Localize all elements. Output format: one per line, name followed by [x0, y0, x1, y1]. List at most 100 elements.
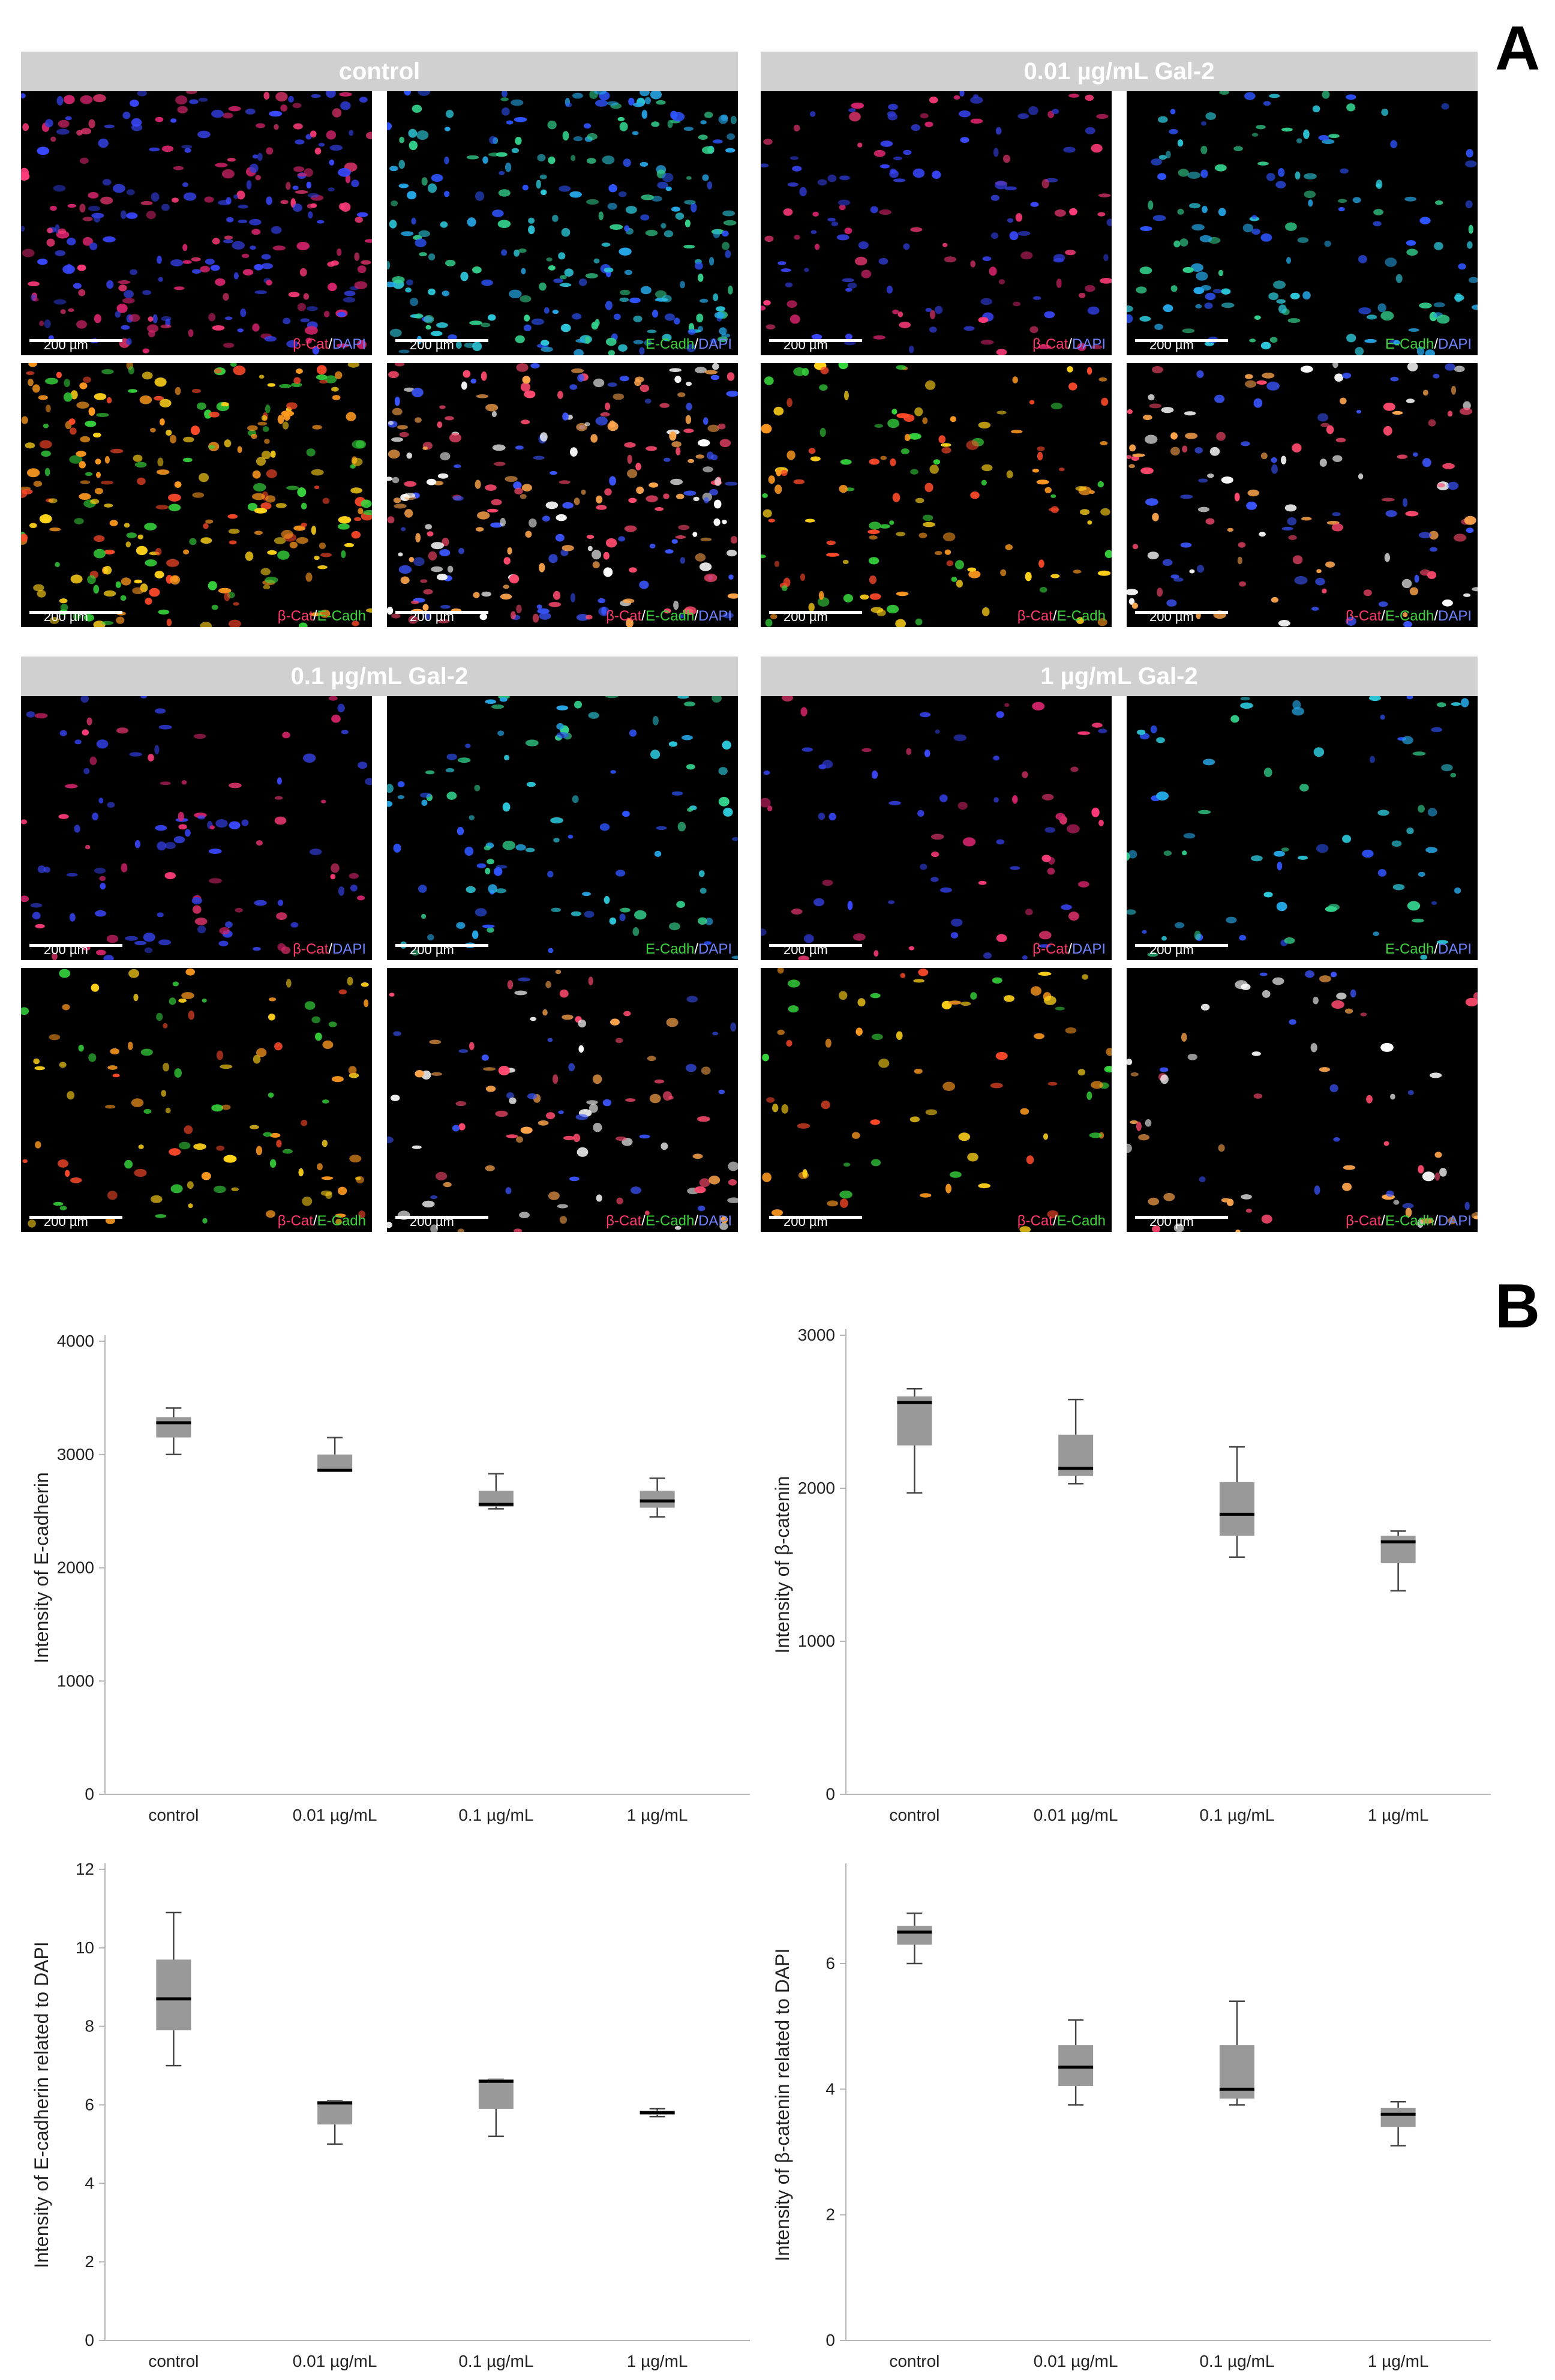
stain-legend: β-Cat/E-Cadh/DAPI	[606, 608, 732, 625]
x-tick-label: 1 µg/mL	[627, 1806, 688, 1824]
group-title: 0.01 µg/mL Gal-2	[761, 52, 1478, 91]
cell-image	[21, 696, 372, 960]
y-tick-label: 8	[85, 2017, 94, 2036]
y-tick-label: 4000	[57, 1332, 94, 1350]
y-tick-label: 2000	[57, 1558, 94, 1577]
box-iqr	[317, 1454, 353, 1471]
stain-separator: /	[1068, 336, 1072, 352]
chart-svg: 0 1000 2000 3000 Intensity of β-catenin contr…	[772, 1326, 1491, 1824]
box-iqr	[1380, 1536, 1416, 1563]
y-tick-label: 10	[76, 1938, 94, 1957]
y-tick-label: 1000	[57, 1671, 94, 1690]
micrograph-merge: 200 µm β-Cat/E-Cadh/DAPI	[1127, 968, 1478, 1232]
stain-separator: /	[1381, 608, 1385, 624]
stain-separator: /	[1068, 941, 1072, 957]
stain-legend: β-Cat/E-Cadh	[1017, 608, 1106, 625]
stain-marker: β-Cat	[1346, 1213, 1382, 1229]
y-tick-label: 6	[825, 1954, 835, 1973]
x-tick-label: 0.01 µg/mL	[1034, 1806, 1118, 1824]
stain-marker: DAPI	[1437, 336, 1472, 352]
stain-marker: E-Cadh	[1385, 336, 1434, 352]
stain-marker: E-Cadh	[645, 336, 695, 352]
y-axis-title: Intensity of β-catenin related to DAPI	[772, 1949, 793, 2262]
box-iqr	[156, 1417, 191, 1438]
scale-bar-label: 200 µm	[1149, 1214, 1194, 1229]
box-iqr	[640, 1491, 675, 1508]
x-tick-label: 0.1 µg/mL	[1199, 1806, 1274, 1824]
cell-image	[761, 91, 1112, 355]
cell-image	[21, 968, 369, 1228]
group-title: control	[21, 52, 738, 91]
y-tick-label: 2000	[798, 1479, 835, 1497]
y-tick-label: 0	[825, 1785, 835, 1803]
stain-marker: β-Cat	[1032, 941, 1068, 957]
y-axis-title: Intensity of β-catenin	[772, 1476, 793, 1654]
stain-separator: /	[694, 941, 698, 957]
stain-separator: /	[1434, 1213, 1438, 1229]
stain-marker: β-Cat	[1017, 608, 1053, 624]
y-tick-label: 0	[85, 1785, 94, 1803]
x-tick-label: control	[148, 1806, 199, 1824]
micrograph-bcat-ecadh: 200 µm β-Cat/E-Cadh	[761, 363, 1112, 627]
stain-separator: /	[328, 336, 332, 352]
scale-bar	[29, 611, 122, 614]
y-tick-label: 3000	[798, 1326, 835, 1344]
x-tick-label: 0.01 µg/mL	[293, 2352, 377, 2370]
cell-image	[761, 363, 1112, 627]
x-tick-label: control	[889, 2352, 939, 2370]
chart-svg: 0 1000 2000 3000 4000 Intensity of E-cadherin…	[31, 1332, 750, 1824]
stain-marker: E-Cadh	[645, 1213, 695, 1229]
y-tick-label: 1000	[798, 1632, 835, 1650]
scale-bar	[1135, 944, 1228, 947]
cell-image	[387, 363, 738, 627]
x-tick-label: 0.1 µg/mL	[1199, 2352, 1274, 2370]
panel-label-b: B	[1495, 1272, 1541, 1341]
stain-marker: β-Cat	[606, 608, 642, 624]
image-group-2: 0.1 µg/mL Gal-2 200 µm β-Cat/DAPI 200 µm E-C…	[21, 657, 738, 1232]
cell-image	[387, 91, 737, 355]
scale-bar-label: 200 µm	[783, 337, 828, 352]
box-chart-bcatenin: 0 1000 2000 3000 Intensity of β-catenin contr…	[765, 1320, 1503, 1824]
scale-bar	[29, 944, 122, 947]
stain-separator: /	[328, 941, 332, 957]
box-iqr	[1380, 2108, 1416, 2127]
micrograph-ecadh-dapi: 200 µm E-Cadh/DAPI	[387, 696, 738, 960]
x-tick-label: control	[889, 1806, 939, 1824]
box-iqr	[1219, 1482, 1254, 1536]
stain-marker: E-Cadh	[317, 1213, 366, 1229]
stain-marker: DAPI	[698, 608, 732, 624]
x-tick-label: 1 µg/mL	[1368, 2352, 1429, 2370]
micrograph-bcat-ecadh: 200 µm β-Cat/E-Cadh	[761, 968, 1112, 1232]
stain-marker: DAPI	[698, 336, 732, 352]
stain-marker: β-Cat	[1346, 608, 1382, 624]
stain-separator: /	[694, 608, 698, 624]
stain-separator: /	[1381, 1213, 1385, 1229]
scale-bar	[1135, 611, 1228, 614]
micrograph-merge: 200 µm β-Cat/E-Cadh/DAPI	[387, 968, 738, 1232]
cell-image	[21, 91, 372, 355]
box-iqr	[1058, 2045, 1094, 2087]
box-chart-ecadherin: 0 1000 2000 3000 4000 Intensity of E-cadherin…	[24, 1320, 762, 1824]
stain-marker: β-Cat	[1032, 336, 1068, 352]
micrograph-bcat-dapi: 200 µm β-Cat/DAPI	[21, 696, 372, 960]
box-iqr	[897, 1396, 932, 1446]
scale-bar	[769, 944, 862, 947]
stain-separator: /	[313, 608, 317, 624]
y-tick-label: 4	[85, 2174, 94, 2192]
stain-legend: E-Cadh/DAPI	[1385, 336, 1472, 353]
scale-bar-label: 200 µm	[1149, 337, 1194, 352]
stain-legend: β-Cat/E-Cadh	[278, 608, 366, 625]
stain-separator: /	[1434, 608, 1438, 624]
x-tick-label: 1 µg/mL	[1368, 1806, 1429, 1824]
stain-marker: E-Cadh	[1385, 941, 1434, 957]
stain-marker: β-Cat	[1017, 1213, 1053, 1229]
box-chart-ecadherin-dapi: 0 2 4 6 8 10 12 Intensity of E-cadherin related…	[24, 1854, 762, 2376]
stain-marker: E-Cadh	[1385, 608, 1434, 624]
image-group-3: 1 µg/mL Gal-2 200 µm β-Cat/DAPI 200 µm E-Cad…	[761, 657, 1478, 1232]
group-title: 1 µg/mL Gal-2	[761, 657, 1478, 696]
scale-bar-label: 200 µm	[44, 942, 88, 957]
micrograph-bcat-ecadh: 200 µm β-Cat/E-Cadh	[21, 968, 372, 1232]
scale-bar-label: 200 µm	[1149, 609, 1194, 624]
x-tick-label: control	[148, 2352, 199, 2370]
stain-legend: E-Cadh/DAPI	[646, 941, 732, 958]
